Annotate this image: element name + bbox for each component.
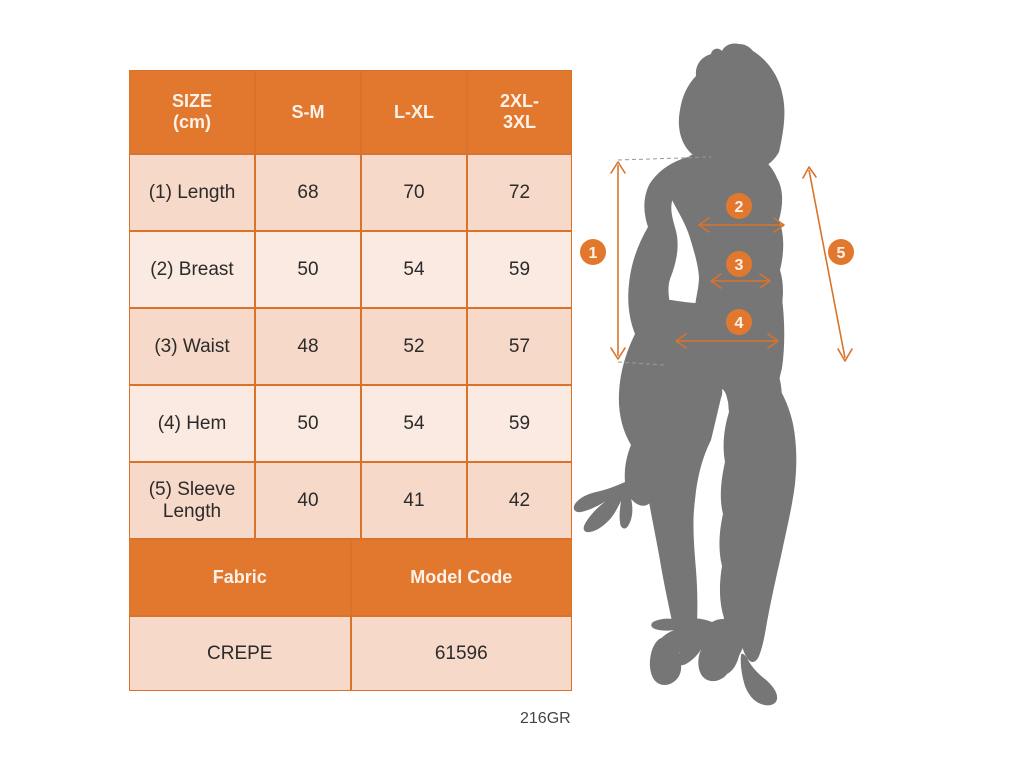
svg-text:5: 5 (837, 245, 846, 262)
svg-text:4: 4 (735, 315, 744, 332)
svg-text:3: 3 (735, 257, 744, 274)
svg-text:1: 1 (589, 245, 598, 262)
svg-text:2: 2 (735, 199, 744, 216)
